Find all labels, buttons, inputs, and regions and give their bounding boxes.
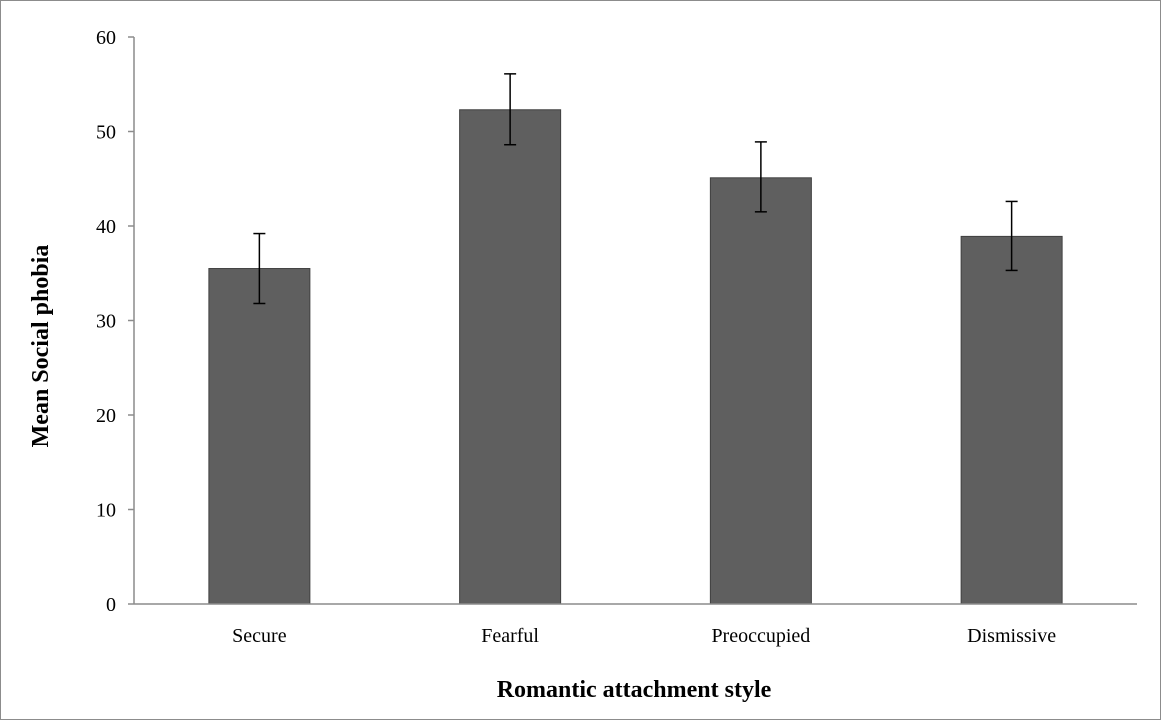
error-bar-secure xyxy=(253,232,266,305)
x-axis-title: Romantic attachment style xyxy=(497,677,772,703)
y-tick-label: 10 xyxy=(96,500,116,522)
error-bar-fearful xyxy=(504,73,517,146)
x-tick-label: Secure xyxy=(232,625,287,647)
y-tick-label: 60 xyxy=(96,27,116,49)
bar-preoccupied xyxy=(709,177,812,605)
x-tick-label: Dismissive xyxy=(967,625,1056,647)
y-axis-title: Mean Social phobia xyxy=(28,245,54,448)
x-tick-label: Preoccupied xyxy=(711,625,810,647)
x-tick-label: Fearful xyxy=(481,625,539,647)
bar-fearful xyxy=(459,109,562,605)
bars-group xyxy=(208,109,1063,605)
bar-secure xyxy=(208,268,311,605)
y-tick-label: 50 xyxy=(96,122,116,144)
y-axis-ticks: 0 10 20 30 40 50 60 xyxy=(96,27,134,616)
bar-dismissive xyxy=(960,235,1063,605)
y-tick-label: 20 xyxy=(96,405,116,427)
error-bar-dismissive xyxy=(1005,200,1018,272)
x-axis-labels: Secure Fearful Preoccupied Dismissive xyxy=(232,625,1056,647)
y-tick-label: 0 xyxy=(106,594,116,616)
y-tick-label: 30 xyxy=(96,311,116,333)
error-bars-group xyxy=(253,73,1018,305)
y-tick-label: 40 xyxy=(96,216,116,238)
error-bar-preoccupied xyxy=(754,141,767,213)
